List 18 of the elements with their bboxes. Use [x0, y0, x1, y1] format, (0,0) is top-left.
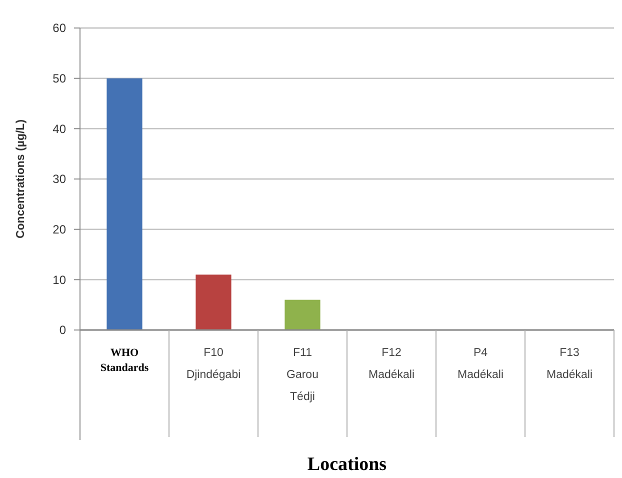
x-tick-label: F11 Garou Tédji — [286, 347, 318, 403]
x-tick-label: F13 Madékali — [546, 347, 593, 381]
y-tick-label: 10 — [52, 272, 66, 287]
y-tick-label: 0 — [59, 323, 66, 338]
y-tick-label: 40 — [52, 122, 66, 136]
y-tick-label: 60 — [52, 21, 66, 36]
y-tick-label: 20 — [52, 222, 66, 237]
y-axis-title: Concentrations (µg/L) — [15, 119, 27, 239]
bar — [284, 300, 320, 330]
bar — [106, 78, 142, 330]
y-tick-label: 50 — [52, 72, 66, 86]
x-tick-label: P4 Madékali — [457, 347, 504, 381]
x-tick-label: WHO Standards — [100, 347, 150, 374]
y-tick-label: 30 — [52, 172, 66, 186]
x-tick-label: F12 Madékali — [368, 347, 415, 381]
x-axis-title: Locations — [307, 454, 387, 475]
bar — [196, 274, 232, 330]
x-tick-label: F10 Djindégabi — [186, 347, 241, 381]
